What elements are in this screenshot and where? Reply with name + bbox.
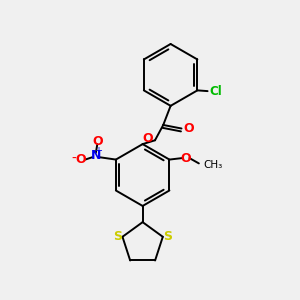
Text: N: N xyxy=(91,149,101,162)
Text: O: O xyxy=(75,153,86,166)
Text: S: S xyxy=(164,230,172,243)
Text: CH₃: CH₃ xyxy=(203,160,223,170)
Text: O: O xyxy=(142,132,153,145)
Text: O: O xyxy=(184,122,194,135)
Text: +: + xyxy=(94,146,102,156)
Text: -: - xyxy=(72,152,76,166)
Text: S: S xyxy=(113,230,122,243)
Text: O: O xyxy=(92,135,103,148)
Text: O: O xyxy=(180,152,191,165)
Text: Cl: Cl xyxy=(209,85,222,98)
